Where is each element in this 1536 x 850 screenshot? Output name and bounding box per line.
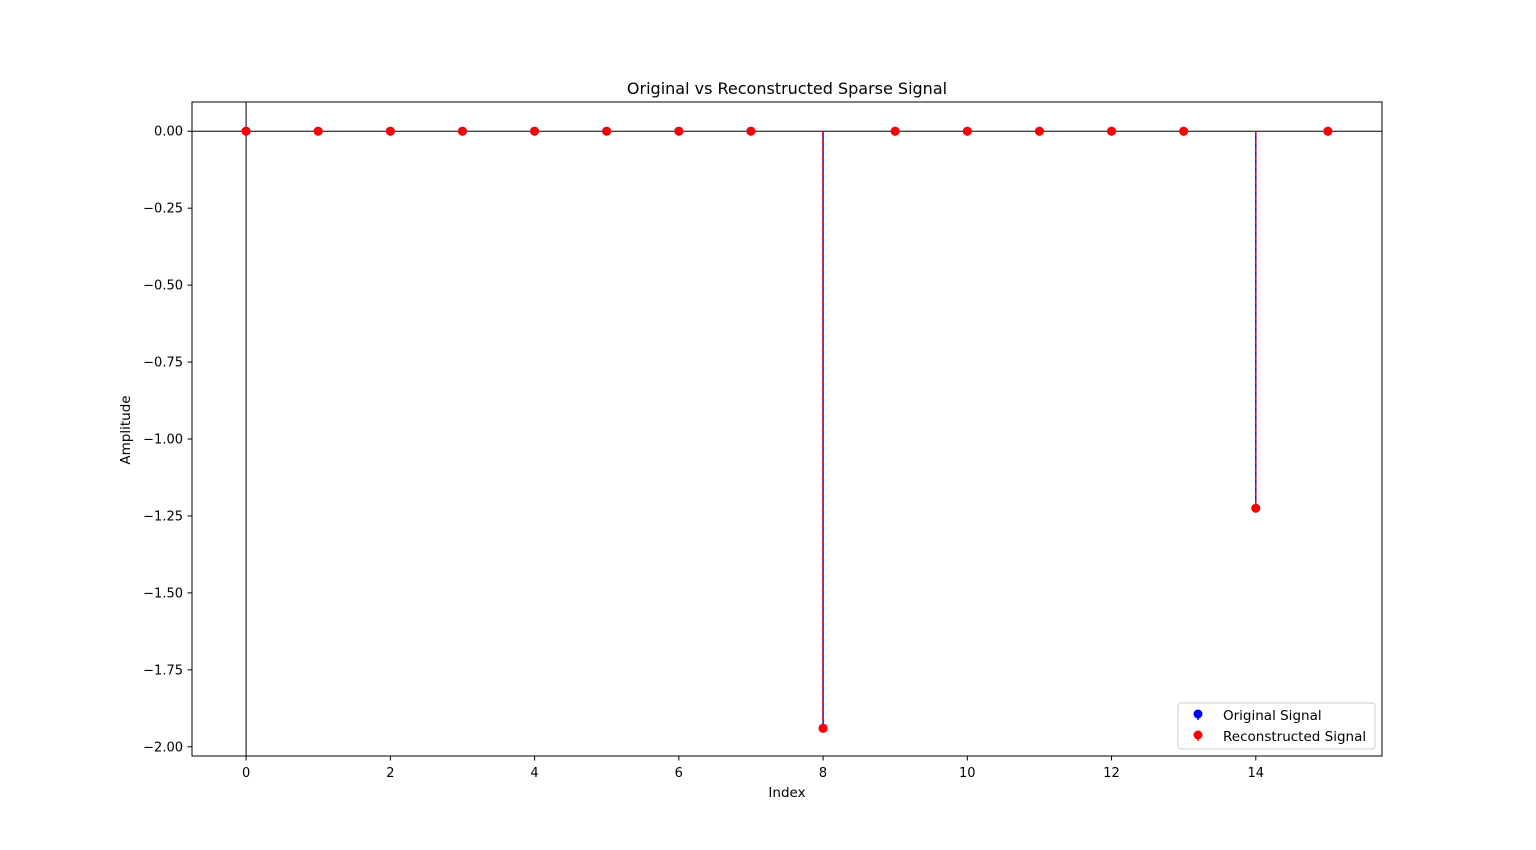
y-tick-label: −2.00 bbox=[143, 740, 183, 755]
legend-box bbox=[1177, 702, 1376, 750]
x-axis-label: Index bbox=[768, 785, 805, 801]
x-axis-ticks: 0 2 4 6 8 10 12 14 bbox=[242, 756, 1264, 781]
reconstructed-marker bbox=[1323, 126, 1333, 136]
y-tick-label: −1.50 bbox=[143, 586, 183, 601]
y-tick-label: −1.25 bbox=[143, 509, 183, 524]
reconstructed-marker bbox=[962, 126, 972, 136]
y-tick-label: 0.00 bbox=[154, 125, 183, 140]
plot-frame bbox=[191, 101, 1383, 757]
reconstructed-marker bbox=[1251, 503, 1261, 513]
series-reconstructed bbox=[241, 126, 1333, 733]
legend-reconstructed-marker bbox=[1193, 730, 1203, 740]
y-tick-label: −0.25 bbox=[143, 202, 183, 217]
reconstructed-marker bbox=[674, 126, 684, 136]
legend-original-marker bbox=[1193, 709, 1203, 719]
x-tick-label: 8 bbox=[819, 766, 827, 781]
x-tick-label: 0 bbox=[242, 766, 250, 781]
reconstructed-marker bbox=[746, 126, 756, 136]
x-tick-label: 6 bbox=[675, 766, 683, 781]
legend-reconstructed-label: Reconstructed Signal bbox=[1223, 729, 1366, 745]
x-tick-label: 14 bbox=[1248, 766, 1265, 781]
y-tick-label: −1.00 bbox=[143, 433, 183, 448]
y-axis-ticks: 0.00 −0.25 −0.50 −0.75 −1.00 −1.25 −1.50 −1.75 −… bbox=[143, 125, 192, 755]
legend-original-label: Original Signal bbox=[1223, 708, 1322, 724]
x-tick-label: 12 bbox=[1103, 766, 1120, 781]
reconstructed-marker bbox=[1034, 126, 1044, 136]
x-tick-label: 4 bbox=[530, 766, 538, 781]
reconstructed-marker bbox=[1107, 126, 1117, 136]
reconstructed-marker bbox=[1179, 126, 1189, 136]
x-tick-label: 2 bbox=[386, 766, 394, 781]
reconstructed-marker bbox=[385, 126, 395, 136]
reconstructed-marker bbox=[890, 126, 900, 136]
reconstructed-marker bbox=[818, 723, 828, 733]
y-tick-label: −0.50 bbox=[143, 279, 183, 294]
x-tick-label: 10 bbox=[959, 766, 976, 781]
plot-content bbox=[192, 102, 1382, 756]
y-tick-label: −0.75 bbox=[143, 356, 183, 371]
y-tick-label: −1.75 bbox=[143, 663, 183, 678]
reconstructed-marker bbox=[602, 126, 612, 136]
reconstructed-marker bbox=[241, 126, 251, 136]
reconstructed-marker bbox=[457, 126, 467, 136]
legend: Original Signal Reconstructed Signal bbox=[1177, 702, 1376, 750]
reconstructed-marker bbox=[530, 126, 540, 136]
y-axis-label: Amplitude bbox=[118, 395, 134, 464]
reconstructed-marker bbox=[313, 126, 323, 136]
chart-title: Original vs Reconstructed Sparse Signal bbox=[627, 79, 947, 98]
